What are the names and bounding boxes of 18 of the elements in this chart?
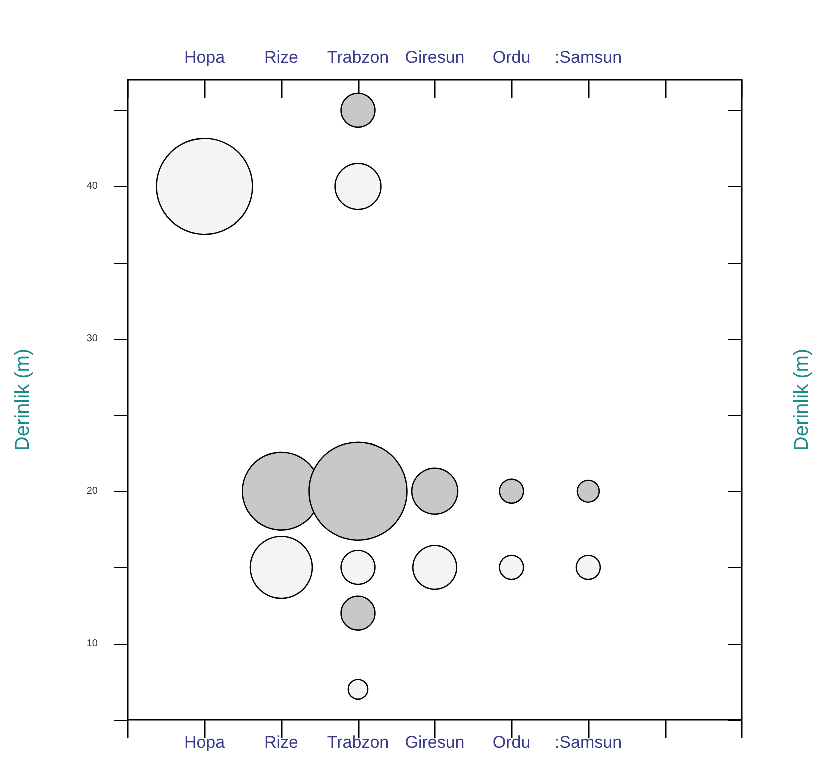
category-label: Rize	[264, 48, 299, 67]
x-tick-label: Ordu	[492, 733, 531, 752]
y2-axis-title: Derinlik (m)	[791, 348, 813, 452]
y-tick-label: 20	[86, 486, 98, 497]
x-tick-label: Hopa	[184, 733, 226, 752]
x-tick-label: Giresun	[405, 733, 465, 752]
y-tick-label: 10	[86, 638, 98, 650]
category-label: Ordu	[492, 48, 531, 67]
y-tick-label: 30	[86, 334, 98, 345]
x-tick-label: :Samsun	[554, 733, 622, 752]
category-label: Hopa	[184, 48, 226, 67]
category-label: :Samsun	[554, 48, 622, 67]
y-tick-label: 40	[86, 181, 98, 192]
category-label: Giresun	[405, 48, 465, 67]
x-tick-label: Trabzon	[327, 733, 390, 752]
category-label: Trabzon	[327, 48, 390, 67]
y-axis-title: Derinlik (m)	[12, 348, 34, 452]
x-tick-label: Rize	[264, 733, 299, 752]
